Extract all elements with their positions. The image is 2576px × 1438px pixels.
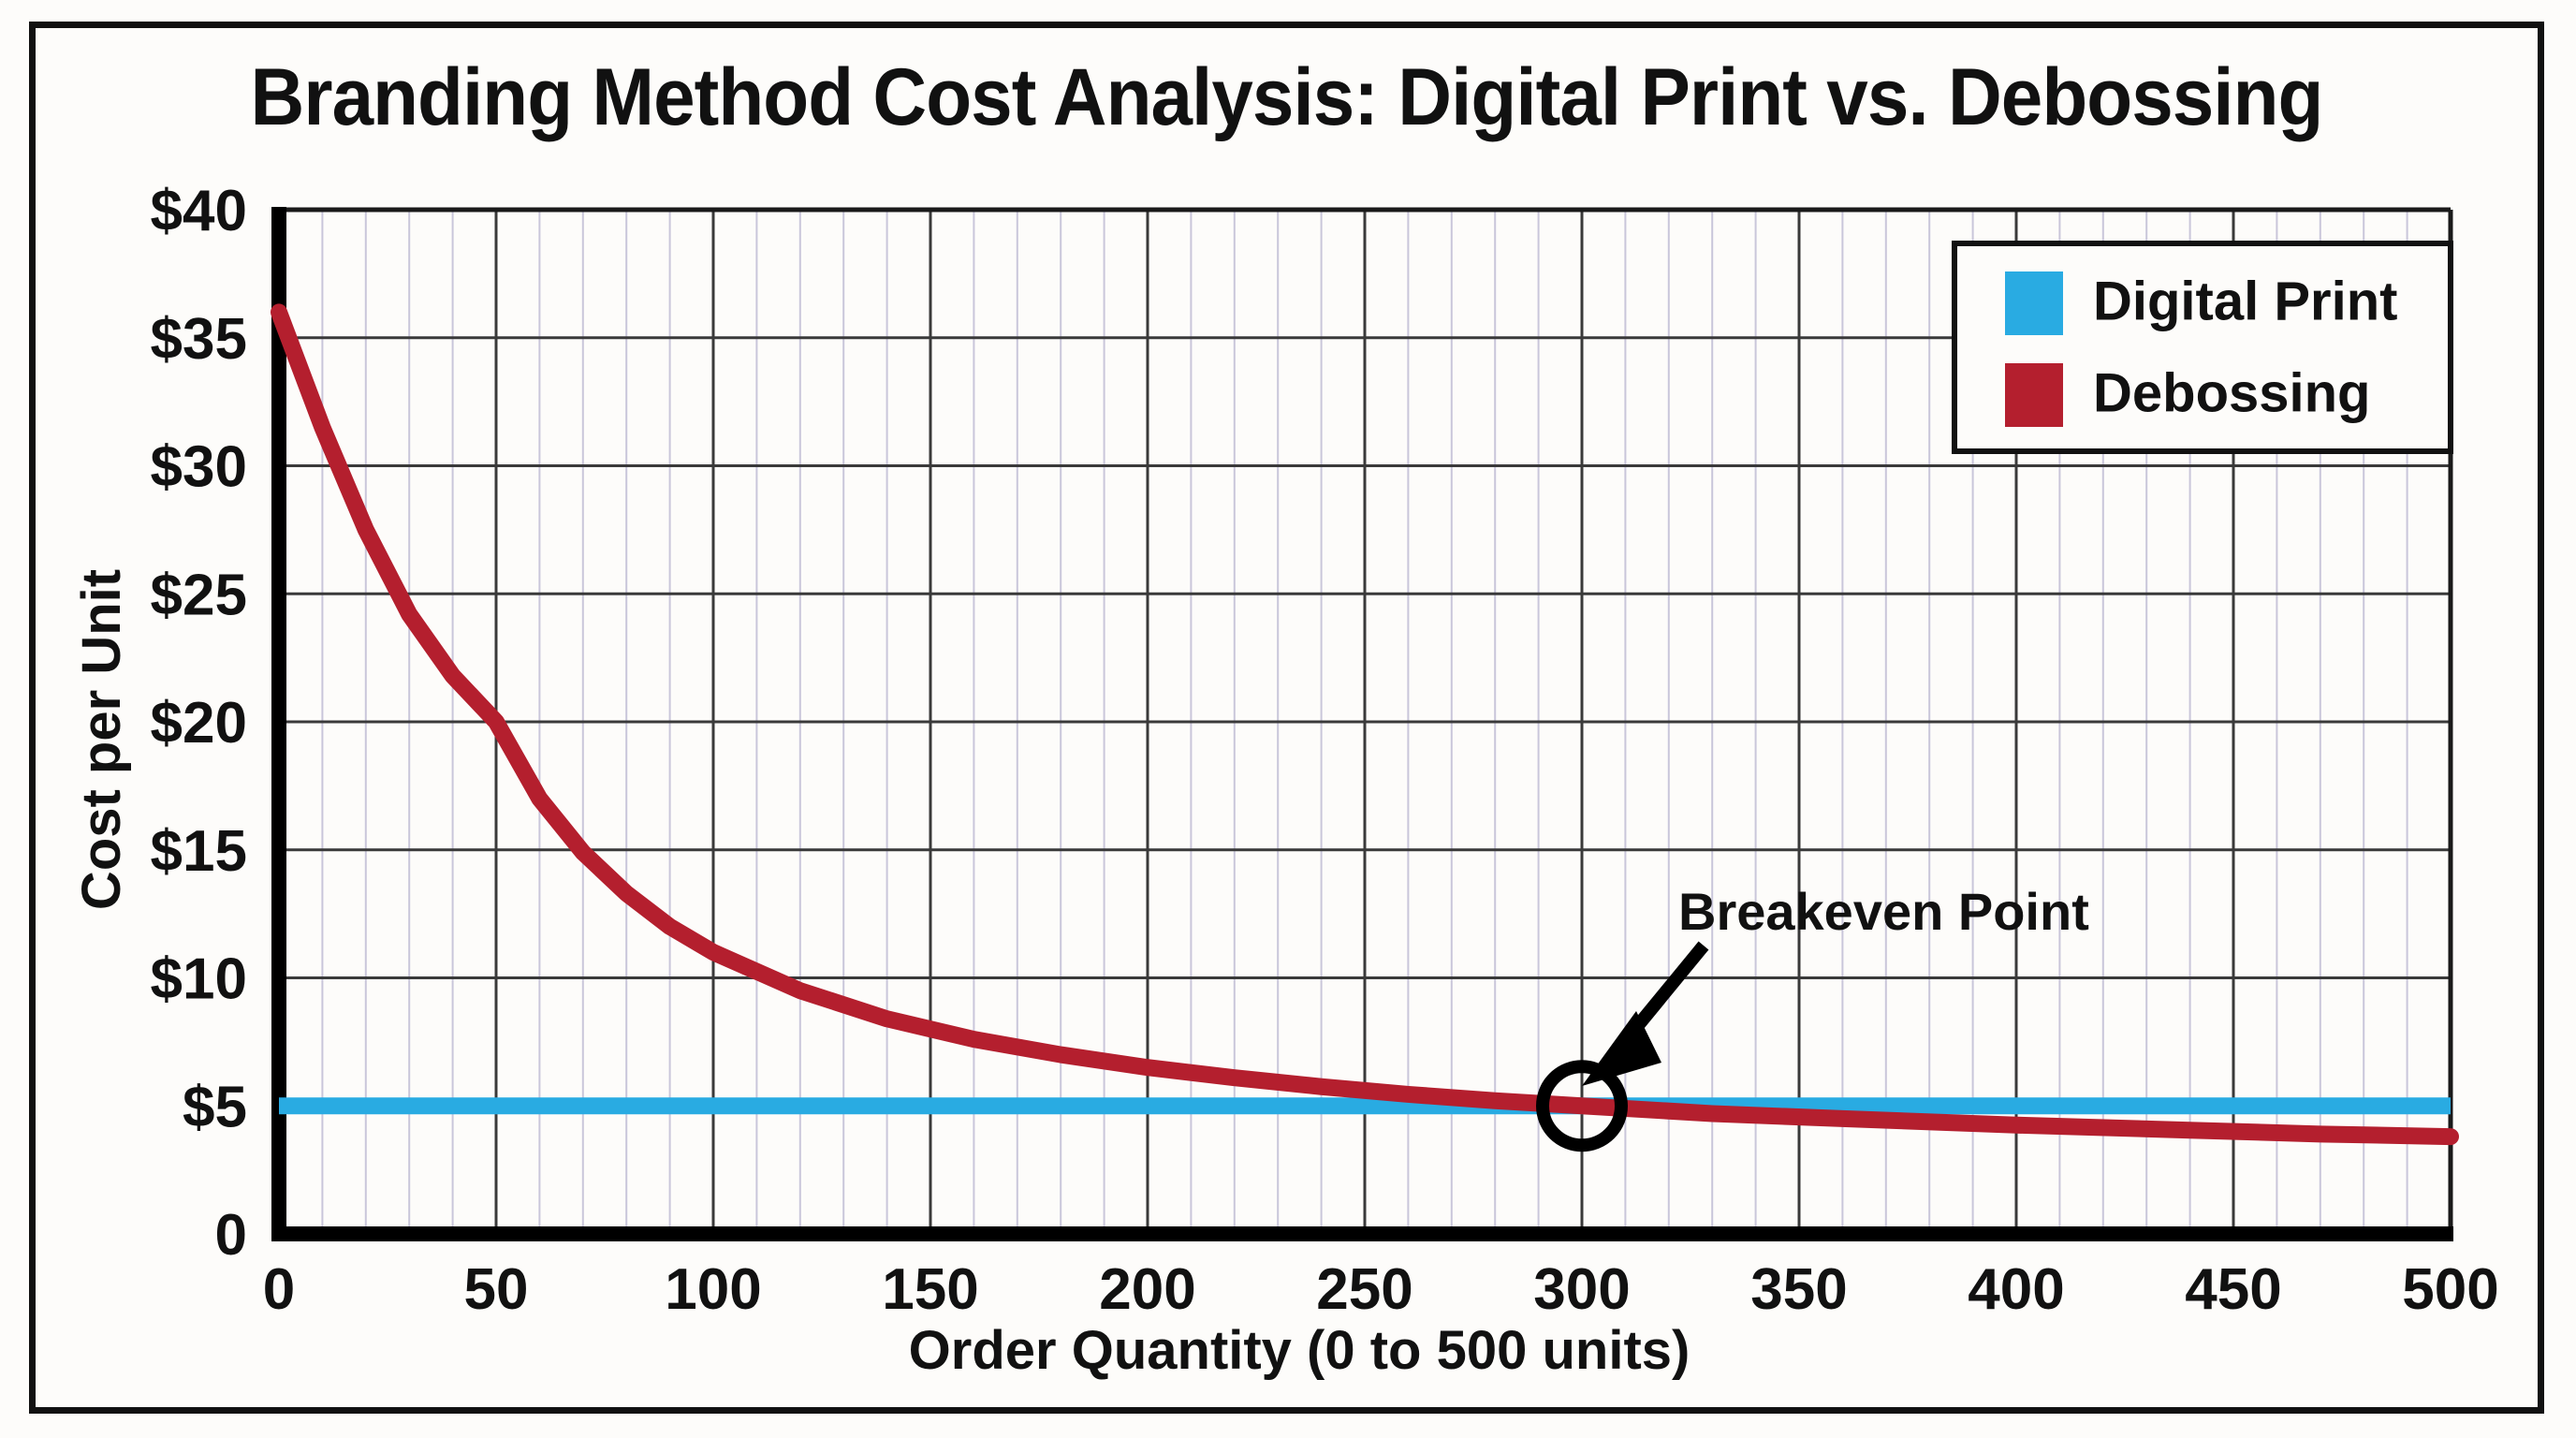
x-tick-label: 450 (2185, 1257, 2281, 1322)
legend-label-digital-print: Digital Print (2093, 271, 2397, 331)
legend-label-debossing: Debossing (2093, 362, 2371, 423)
y-axis-tick-labels: 0 $5 $10 $15 $20 $25 $30 $35 $40 (151, 179, 247, 1268)
y-tick-label: $10 (151, 947, 247, 1012)
x-tick-label: 300 (1533, 1257, 1630, 1322)
y-tick-label: $30 (151, 435, 247, 500)
y-tick-label: $5 (183, 1075, 247, 1139)
legend-swatch-digital-print (2005, 271, 2063, 335)
legend-swatch-debossing (2005, 363, 2063, 427)
y-tick-label: $25 (151, 563, 247, 627)
y-tick-label: 0 (215, 1203, 247, 1268)
annotation-breakeven-label: Breakeven Point (1678, 882, 2089, 941)
y-tick-label: $15 (151, 819, 247, 884)
y-tick-label: $40 (151, 179, 247, 243)
y-tick-label: $20 (151, 691, 247, 756)
x-tick-label: 0 (263, 1257, 295, 1322)
y-tick-label: $35 (151, 307, 247, 372)
breakeven-arrow-icon (1582, 941, 1709, 1086)
breakeven-marker-icon (1536, 1060, 1628, 1152)
plot-axes-border (271, 207, 2453, 1241)
x-axis-title: Order Quantity (0 to 500 units) (909, 1320, 1690, 1381)
x-tick-label: 100 (665, 1257, 761, 1322)
chart-legend: Digital Print Debossing (1952, 241, 2453, 454)
x-tick-label: 500 (2402, 1257, 2498, 1322)
y-axis-title: Cost per Unit (71, 569, 132, 910)
x-tick-label: 250 (1316, 1257, 1412, 1322)
x-tick-label: 400 (1968, 1257, 2064, 1322)
page-title: Branding Method Cost Analysis: Digital P… (250, 52, 2324, 142)
x-tick-label: 350 (1750, 1257, 1847, 1322)
x-axis-tick-labels: 0 50 100 150 200 250 300 350 400 450 500 (263, 1257, 2499, 1322)
x-tick-label: 200 (1099, 1257, 1195, 1322)
series-line-debossing (271, 303, 2459, 1146)
x-tick-label: 150 (882, 1257, 978, 1322)
x-tick-label: 50 (464, 1257, 529, 1322)
